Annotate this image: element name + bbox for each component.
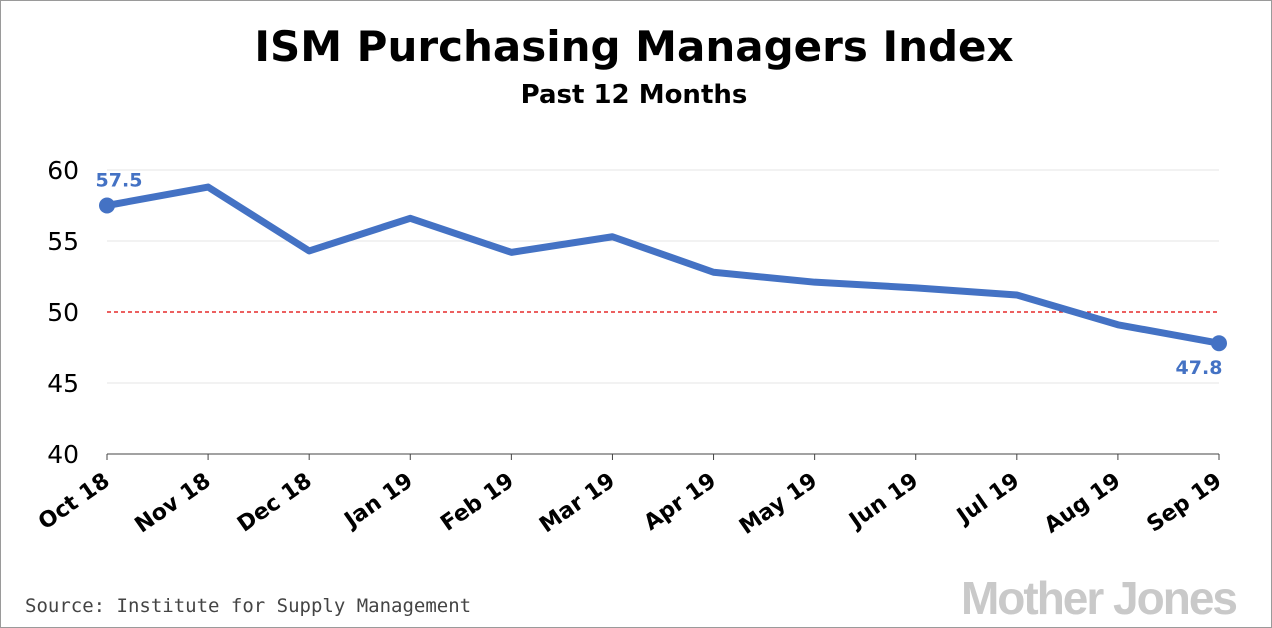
y-axis-ticks: 40 45 50 55 60 [47, 156, 79, 469]
data-label: 57.5 [96, 170, 143, 192]
data-point-marker [99, 197, 115, 214]
x-tick-label: Feb 19 [436, 468, 518, 536]
endpoint-markers [99, 197, 1227, 352]
data-labels: 57.5 47.8 [96, 170, 1223, 380]
x-tick-label: Apr 19 [640, 468, 721, 535]
chart-subtitle: Past 12 Months [521, 80, 748, 110]
mother-jones-logo: Mother Jones [961, 572, 1236, 624]
series-line [103, 183, 1223, 347]
x-tick-label: Dec 18 [233, 468, 317, 537]
y-tick-label: 55 [47, 227, 79, 256]
x-tick-label: Nov 18 [131, 468, 216, 538]
x-axis [106, 453, 1220, 460]
x-tick-label: Jul 19 [951, 468, 1024, 530]
data-point-marker [1211, 335, 1227, 352]
x-tick-label: Aug 19 [1040, 468, 1125, 538]
x-tick-label: Jan 19 [339, 468, 418, 534]
y-tick-label: 45 [47, 369, 79, 398]
source-note: Source: Institute for Supply Management [25, 595, 471, 617]
x-axis-ticks: Oct 18 Nov 18 Dec 18 Jan 19 Feb 19 Mar 19 Apr … [34, 468, 1226, 539]
chart-title: ISM Purchasing Managers Index [254, 22, 1013, 71]
data-label: 47.8 [1176, 357, 1223, 379]
x-tick-label: Oct 18 [34, 468, 114, 535]
y-tick-label: 40 [47, 440, 79, 469]
x-tick-label: Sep 19 [1143, 468, 1227, 537]
y-tick-label: 50 [47, 298, 79, 327]
x-tick-label: Jun 19 [843, 468, 923, 534]
x-tick-label: Mar 19 [535, 468, 620, 538]
y-tick-label: 60 [47, 156, 79, 185]
grid-lines [107, 169, 1219, 384]
x-tick-label: May 19 [735, 468, 822, 539]
series-layer [103, 183, 1223, 347]
